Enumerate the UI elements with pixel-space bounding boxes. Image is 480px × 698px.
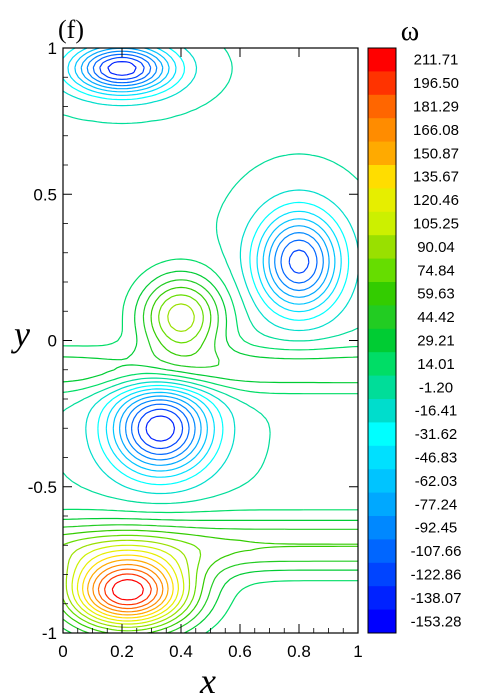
panel-label: (f) <box>58 15 84 44</box>
colorbar-label: 181.29 <box>413 99 459 116</box>
x-tick-label: 1 <box>353 642 362 661</box>
contour-line <box>63 48 350 486</box>
colorbar-swatch <box>368 539 396 564</box>
colorbar-label: -31.62 <box>415 426 458 443</box>
contour-line <box>87 559 169 616</box>
contour-line <box>82 554 174 619</box>
x-tick-label: 0 <box>58 642 67 661</box>
colorbar-swatch <box>368 258 396 283</box>
contour-line <box>74 48 336 472</box>
colorbar-swatch <box>368 282 396 306</box>
contour-line <box>63 48 358 505</box>
colorbar-swatch <box>368 48 396 72</box>
colorbar-label: -1.20 <box>419 379 453 396</box>
contour-line <box>92 53 318 455</box>
colorbar-label: 74.84 <box>417 262 455 279</box>
colorbar-label: -16.41 <box>415 403 458 420</box>
colorbar-label: 211.71 <box>414 52 459 69</box>
colorbar-swatch <box>368 469 396 493</box>
colorbar-swatch <box>368 375 396 400</box>
contour-line <box>92 563 164 613</box>
colorbar-label: -153.28 <box>411 613 462 630</box>
colorbar-label: 59.63 <box>417 286 455 303</box>
colorbar-swatch <box>368 445 396 470</box>
y-axis-title: y <box>11 314 30 354</box>
contour-line <box>63 258 358 633</box>
x-axis: 0 0.2 0.4 0.6 0.8 1 <box>58 48 363 661</box>
contour-line <box>65 303 195 628</box>
colorbar-label: 120.46 <box>413 192 459 209</box>
contour-lines <box>63 48 358 633</box>
colorbar-swatch <box>368 71 396 96</box>
contour-line <box>107 61 176 442</box>
colorbar-label: -107.66 <box>411 543 462 560</box>
contour-line <box>76 549 179 622</box>
contour-line <box>71 544 185 625</box>
colorbar-label: 105.25 <box>413 216 459 233</box>
y-tick-label: -1 <box>42 624 57 643</box>
colorbar-swatch <box>368 141 396 166</box>
colorbar-swatch <box>368 586 396 610</box>
contour-line <box>97 568 158 610</box>
contour-line <box>80 48 330 466</box>
colorbar: 211.71 196.50 181.29 166.08 150.87 135.67 120.… <box>367 47 462 634</box>
colorbar-swatch <box>368 165 396 189</box>
colorbar-label: 44.42 <box>417 309 455 326</box>
contour-line <box>63 270 358 633</box>
colorbar-label: 166.08 <box>413 122 459 139</box>
colorbar-swatch <box>368 188 396 213</box>
colorbar-swatch <box>368 492 396 517</box>
colorbar-swatch <box>368 235 396 259</box>
colorbar-swatch <box>368 422 396 447</box>
x-tick-label: 0.2 <box>110 642 134 661</box>
colorbar-label: 14.01 <box>417 356 455 373</box>
contour-line <box>99 56 310 450</box>
colorbar-swatch <box>368 328 396 353</box>
colorbar-label: -46.83 <box>415 450 458 467</box>
colorbar-label: -122.86 <box>411 567 462 584</box>
x-tick-label: 0.4 <box>169 642 193 661</box>
contour-line <box>104 573 152 606</box>
colorbar-swatch <box>368 399 396 423</box>
y-tick-label: 0.5 <box>33 185 57 204</box>
plot-area <box>63 48 358 633</box>
colorbar-swatch <box>368 118 396 142</box>
contour-line <box>63 286 358 633</box>
colorbar-label: -138.07 <box>411 590 462 607</box>
colorbar-label: 196.50 <box>413 75 459 92</box>
contour-line <box>67 48 342 478</box>
x-tick-label: 0.6 <box>228 642 252 661</box>
contour-line <box>86 50 324 461</box>
colorbar-label: 135.67 <box>413 169 459 186</box>
colorbar-swatch <box>368 352 396 376</box>
contour-line <box>111 579 144 601</box>
colorbar-swatch <box>368 211 396 236</box>
colorbar-swatch <box>368 609 396 634</box>
colorbar-label: 29.21 <box>417 333 455 350</box>
colorbar-label: -77.24 <box>415 496 458 513</box>
contour-line <box>63 279 358 633</box>
colorbar-title: ω <box>401 16 419 47</box>
colorbar-label: -62.03 <box>415 473 458 490</box>
colorbar-label: -92.45 <box>415 520 458 537</box>
y-axis: 1 0.5 0 -0.5 -1 <box>28 39 358 643</box>
y-tick-label: 1 <box>48 39 57 58</box>
colorbar-label: 90.04 <box>417 239 455 256</box>
colorbar-swatch <box>368 94 396 119</box>
x-tick-label: 0.8 <box>287 642 311 661</box>
colorbar-label: 150.87 <box>413 145 459 162</box>
y-tick-label: 0 <box>48 332 57 351</box>
y-tick-label: -0.5 <box>28 478 57 497</box>
contour-line <box>63 48 358 495</box>
colorbar-frame <box>367 47 397 634</box>
colorbar-swatch <box>368 305 396 330</box>
x-axis-title: x <box>199 661 216 698</box>
colorbar-swatch <box>368 516 396 540</box>
colorbar-swatch <box>368 562 396 587</box>
